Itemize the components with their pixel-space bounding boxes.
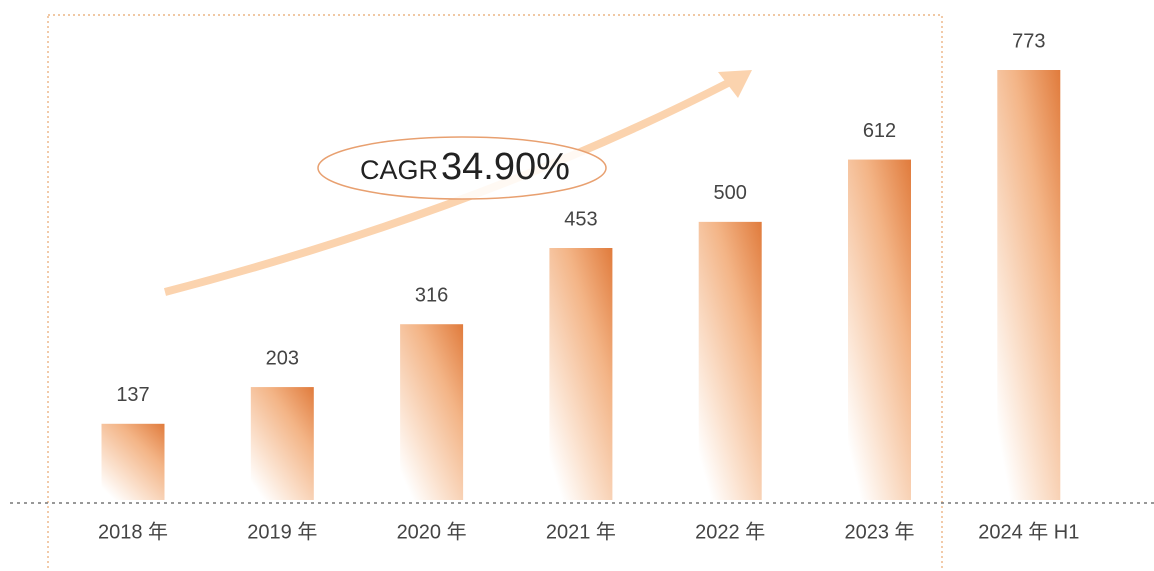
bar bbox=[698, 221, 762, 501]
x-tick-label: 2018 年 bbox=[98, 520, 168, 543]
value-label: 500 bbox=[714, 182, 747, 204]
frame bbox=[47, 14, 943, 571]
x-tick-label: 2022 年 bbox=[695, 520, 765, 543]
cagr-label: CAGR bbox=[360, 155, 438, 185]
value-label: 203 bbox=[266, 347, 299, 369]
value-label: 773 bbox=[1012, 30, 1045, 52]
bar bbox=[997, 70, 1061, 500]
x-tick-label: 2019 年 bbox=[247, 520, 317, 543]
x-tick-label: 2020 年 bbox=[397, 520, 467, 543]
x-tick-label: 2023 年 bbox=[844, 520, 914, 543]
value-label: 612 bbox=[863, 120, 896, 142]
x-tick-label: 2024 年 H1 bbox=[978, 520, 1079, 543]
bar bbox=[848, 159, 911, 500]
bar bbox=[101, 423, 165, 500]
value-label: 137 bbox=[116, 384, 149, 406]
arrow-head bbox=[718, 70, 752, 98]
cagr-value: 34.90% bbox=[441, 146, 570, 188]
bar bbox=[400, 324, 464, 500]
bar bbox=[549, 248, 613, 500]
value-label: 316 bbox=[415, 284, 448, 306]
cagr-ellipse bbox=[317, 136, 607, 200]
x-tick-label: 2021 年 bbox=[546, 520, 616, 543]
value-label: 453 bbox=[564, 208, 597, 230]
bar bbox=[250, 387, 314, 500]
